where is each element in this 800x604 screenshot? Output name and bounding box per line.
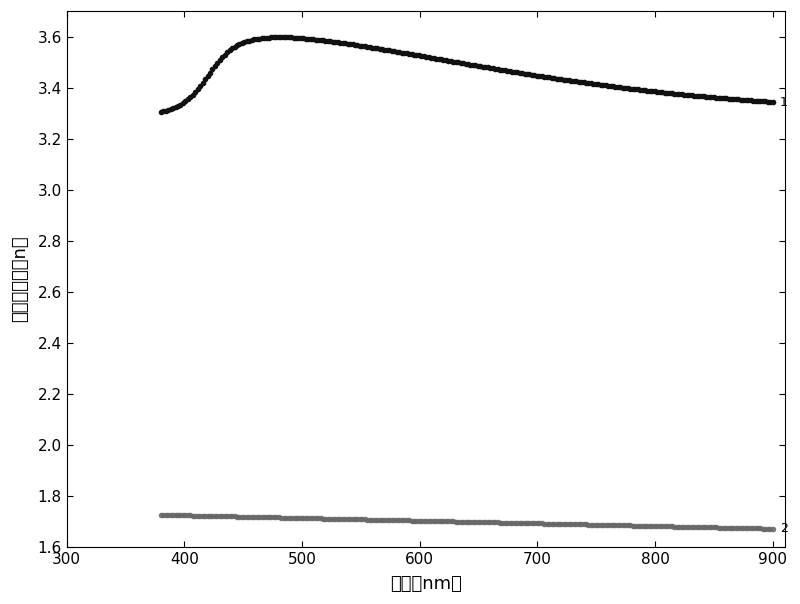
Text: 2: 2 bbox=[780, 522, 788, 535]
Text: 1: 1 bbox=[780, 95, 788, 109]
X-axis label: 波长（nm）: 波长（nm） bbox=[390, 575, 462, 593]
Y-axis label: 绝对折射率（n）: 绝对折射率（n） bbox=[11, 236, 29, 322]
